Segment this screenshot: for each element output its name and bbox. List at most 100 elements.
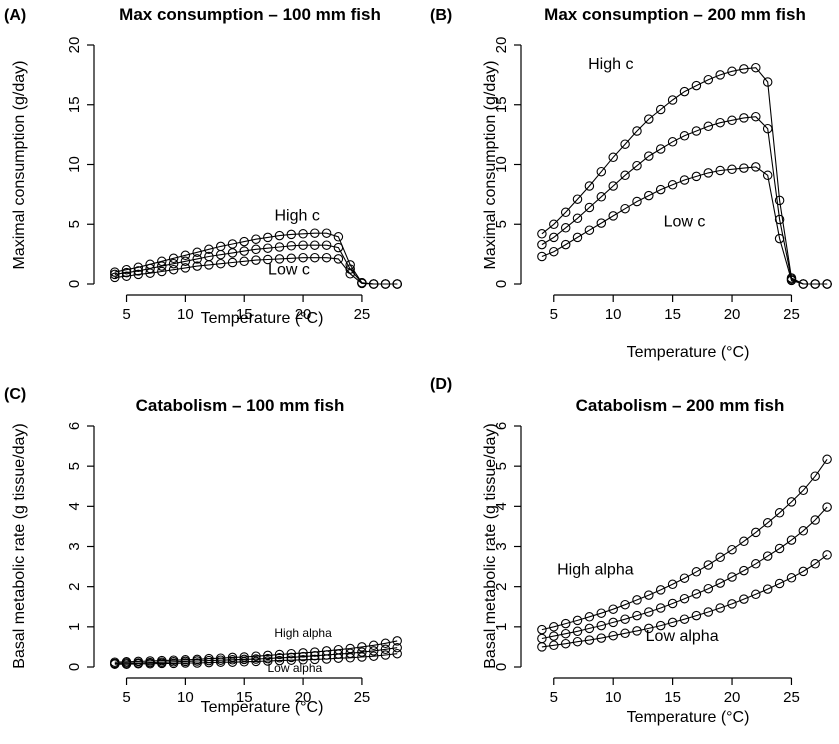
data-point bbox=[204, 260, 214, 270]
data-point bbox=[822, 502, 832, 512]
data-point bbox=[251, 651, 261, 661]
data-point bbox=[263, 656, 273, 666]
data-point bbox=[572, 615, 583, 626]
data-point bbox=[239, 246, 249, 256]
data-point bbox=[239, 652, 249, 662]
data-point bbox=[560, 618, 571, 629]
data-point bbox=[786, 497, 797, 507]
data-point bbox=[204, 244, 214, 255]
data-point bbox=[644, 151, 654, 161]
data-point bbox=[215, 657, 226, 667]
data-point bbox=[655, 184, 666, 195]
data-point bbox=[227, 257, 238, 268]
data-point bbox=[110, 267, 120, 277]
data-point bbox=[321, 228, 332, 238]
data-point bbox=[168, 658, 179, 669]
data-point bbox=[584, 181, 595, 191]
data-point bbox=[774, 214, 785, 225]
data-point bbox=[584, 202, 595, 213]
data-point bbox=[263, 650, 273, 661]
chart-title: Max consumption – 100 mm fish bbox=[119, 5, 381, 24]
data-point bbox=[632, 626, 642, 636]
data-point bbox=[263, 232, 273, 243]
data-point bbox=[727, 544, 737, 555]
data-point bbox=[655, 144, 666, 154]
data-point bbox=[286, 241, 297, 251]
y-tick-label: 20 bbox=[66, 37, 83, 54]
data-point bbox=[751, 589, 761, 600]
data-point bbox=[168, 253, 179, 264]
data-point bbox=[380, 644, 391, 655]
data-point bbox=[632, 196, 642, 207]
data-point bbox=[786, 275, 797, 286]
data-point bbox=[357, 647, 367, 657]
data-point bbox=[798, 526, 809, 536]
data-point bbox=[810, 279, 820, 289]
data-point bbox=[227, 248, 238, 258]
x-tick-label: 25 bbox=[354, 689, 371, 706]
y-tick-label: 5 bbox=[493, 462, 510, 470]
data-point bbox=[572, 213, 583, 224]
panel-label: (A) bbox=[4, 7, 26, 24]
data-point bbox=[655, 104, 666, 115]
y-tick-label: 3 bbox=[66, 542, 83, 550]
data-point bbox=[321, 252, 332, 263]
data-point bbox=[620, 628, 630, 639]
data-point bbox=[180, 658, 191, 668]
y-axis-title: Basal metabolic rate (g tissue/day) bbox=[11, 423, 28, 668]
data-point bbox=[667, 579, 678, 590]
data-point bbox=[263, 243, 273, 253]
data-point bbox=[774, 508, 785, 518]
data-point bbox=[286, 253, 297, 264]
data-point bbox=[667, 137, 678, 147]
data-point bbox=[751, 111, 761, 122]
data-point bbox=[762, 551, 773, 561]
data-point bbox=[739, 113, 749, 123]
x-tick-label: 25 bbox=[354, 306, 371, 323]
x-axis-title: Temperature (°C) bbox=[627, 344, 750, 361]
data-point bbox=[298, 240, 308, 250]
data-point bbox=[560, 628, 571, 639]
data-point bbox=[632, 595, 642, 605]
data-point bbox=[703, 168, 714, 178]
data-point bbox=[572, 232, 583, 243]
x-tick-label: 20 bbox=[724, 689, 741, 706]
y-axis-title: Basal metabolic rate (g tissue/day) bbox=[482, 423, 499, 668]
x-tick-label: 10 bbox=[605, 306, 622, 323]
data-point bbox=[380, 638, 391, 649]
data-point bbox=[715, 70, 725, 80]
data-point bbox=[644, 623, 654, 634]
data-point bbox=[691, 80, 702, 91]
data-point bbox=[774, 543, 785, 554]
data-point bbox=[703, 121, 714, 132]
data-point bbox=[715, 603, 725, 613]
series-2 bbox=[537, 502, 832, 644]
data-point bbox=[274, 230, 285, 241]
data-point bbox=[572, 636, 583, 647]
y-tick-label: 6 bbox=[493, 422, 510, 430]
data-point bbox=[121, 659, 132, 669]
y-tick-label: 4 bbox=[493, 502, 510, 510]
data-point bbox=[822, 454, 832, 465]
data-point bbox=[727, 115, 737, 126]
data-point bbox=[345, 643, 355, 654]
data-point bbox=[215, 249, 226, 260]
data-point bbox=[691, 171, 702, 182]
data-point bbox=[145, 268, 155, 278]
data-point bbox=[298, 252, 308, 263]
data-point bbox=[380, 279, 391, 289]
data-point bbox=[691, 126, 702, 136]
data-point bbox=[549, 232, 559, 243]
x-tick-label: 5 bbox=[122, 689, 130, 706]
chart-title: Catabolism – 200 mm fish bbox=[576, 396, 785, 415]
x-tick-label: 5 bbox=[122, 306, 130, 323]
data-point bbox=[667, 95, 678, 105]
x-tick-label: 5 bbox=[550, 689, 558, 706]
data-point bbox=[133, 262, 144, 273]
data-point bbox=[157, 261, 167, 271]
y-tick-label: 5 bbox=[66, 462, 83, 470]
data-point bbox=[310, 252, 320, 263]
data-point bbox=[715, 165, 725, 176]
data-point bbox=[392, 636, 402, 646]
annotation-label: High alpha bbox=[274, 626, 332, 640]
